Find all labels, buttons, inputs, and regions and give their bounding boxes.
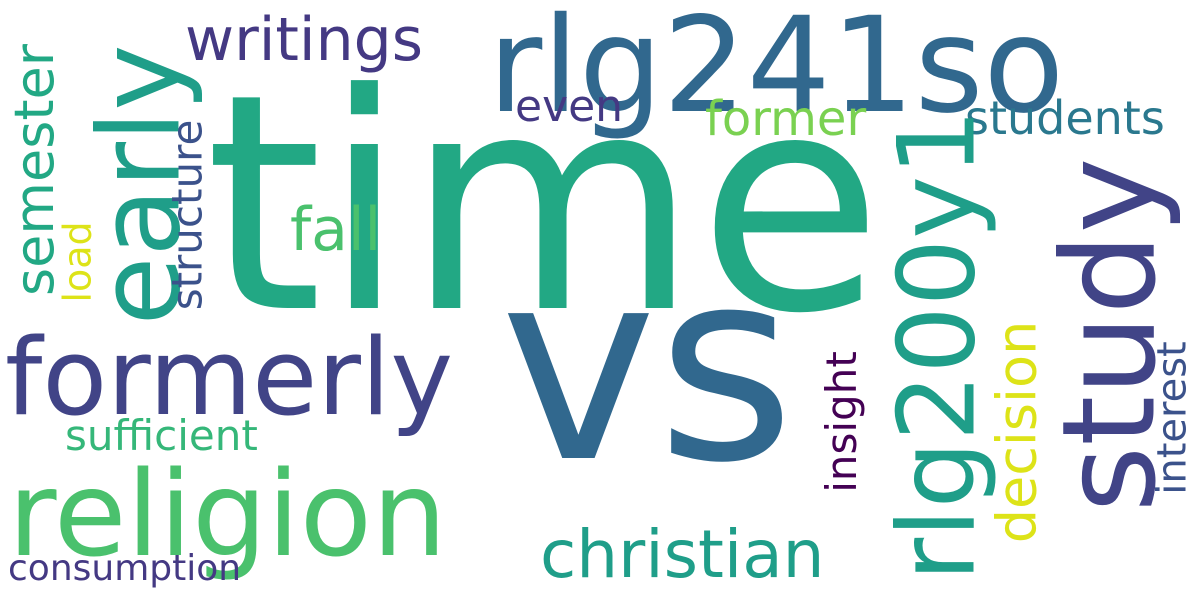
word-formerly: formerly	[5, 316, 454, 439]
word-former: former	[705, 91, 867, 147]
word-students: students	[965, 91, 1165, 145]
word-semester: semester	[2, 44, 66, 296]
word-rlg241so: rlg241so	[488, 0, 1065, 143]
word-load: load	[55, 221, 100, 303]
word-writings: writings	[185, 5, 423, 75]
word-decision: decision	[984, 320, 1048, 544]
word-fall: fall	[290, 195, 382, 265]
word-consumption: consumption	[8, 548, 242, 589]
word-religion: religion	[8, 445, 447, 583]
word-rlg200y1: rlg200y1	[874, 108, 998, 582]
word-time: time	[205, 30, 883, 379]
word-vs: vs	[500, 213, 795, 521]
word-christian: christian	[540, 516, 825, 593]
word-insight: insight	[816, 351, 866, 493]
word-sufficient: sufficient	[65, 411, 258, 460]
word-structure: structure	[161, 119, 211, 311]
word-interest: interest	[1149, 341, 1196, 495]
word-even: even	[515, 81, 624, 132]
